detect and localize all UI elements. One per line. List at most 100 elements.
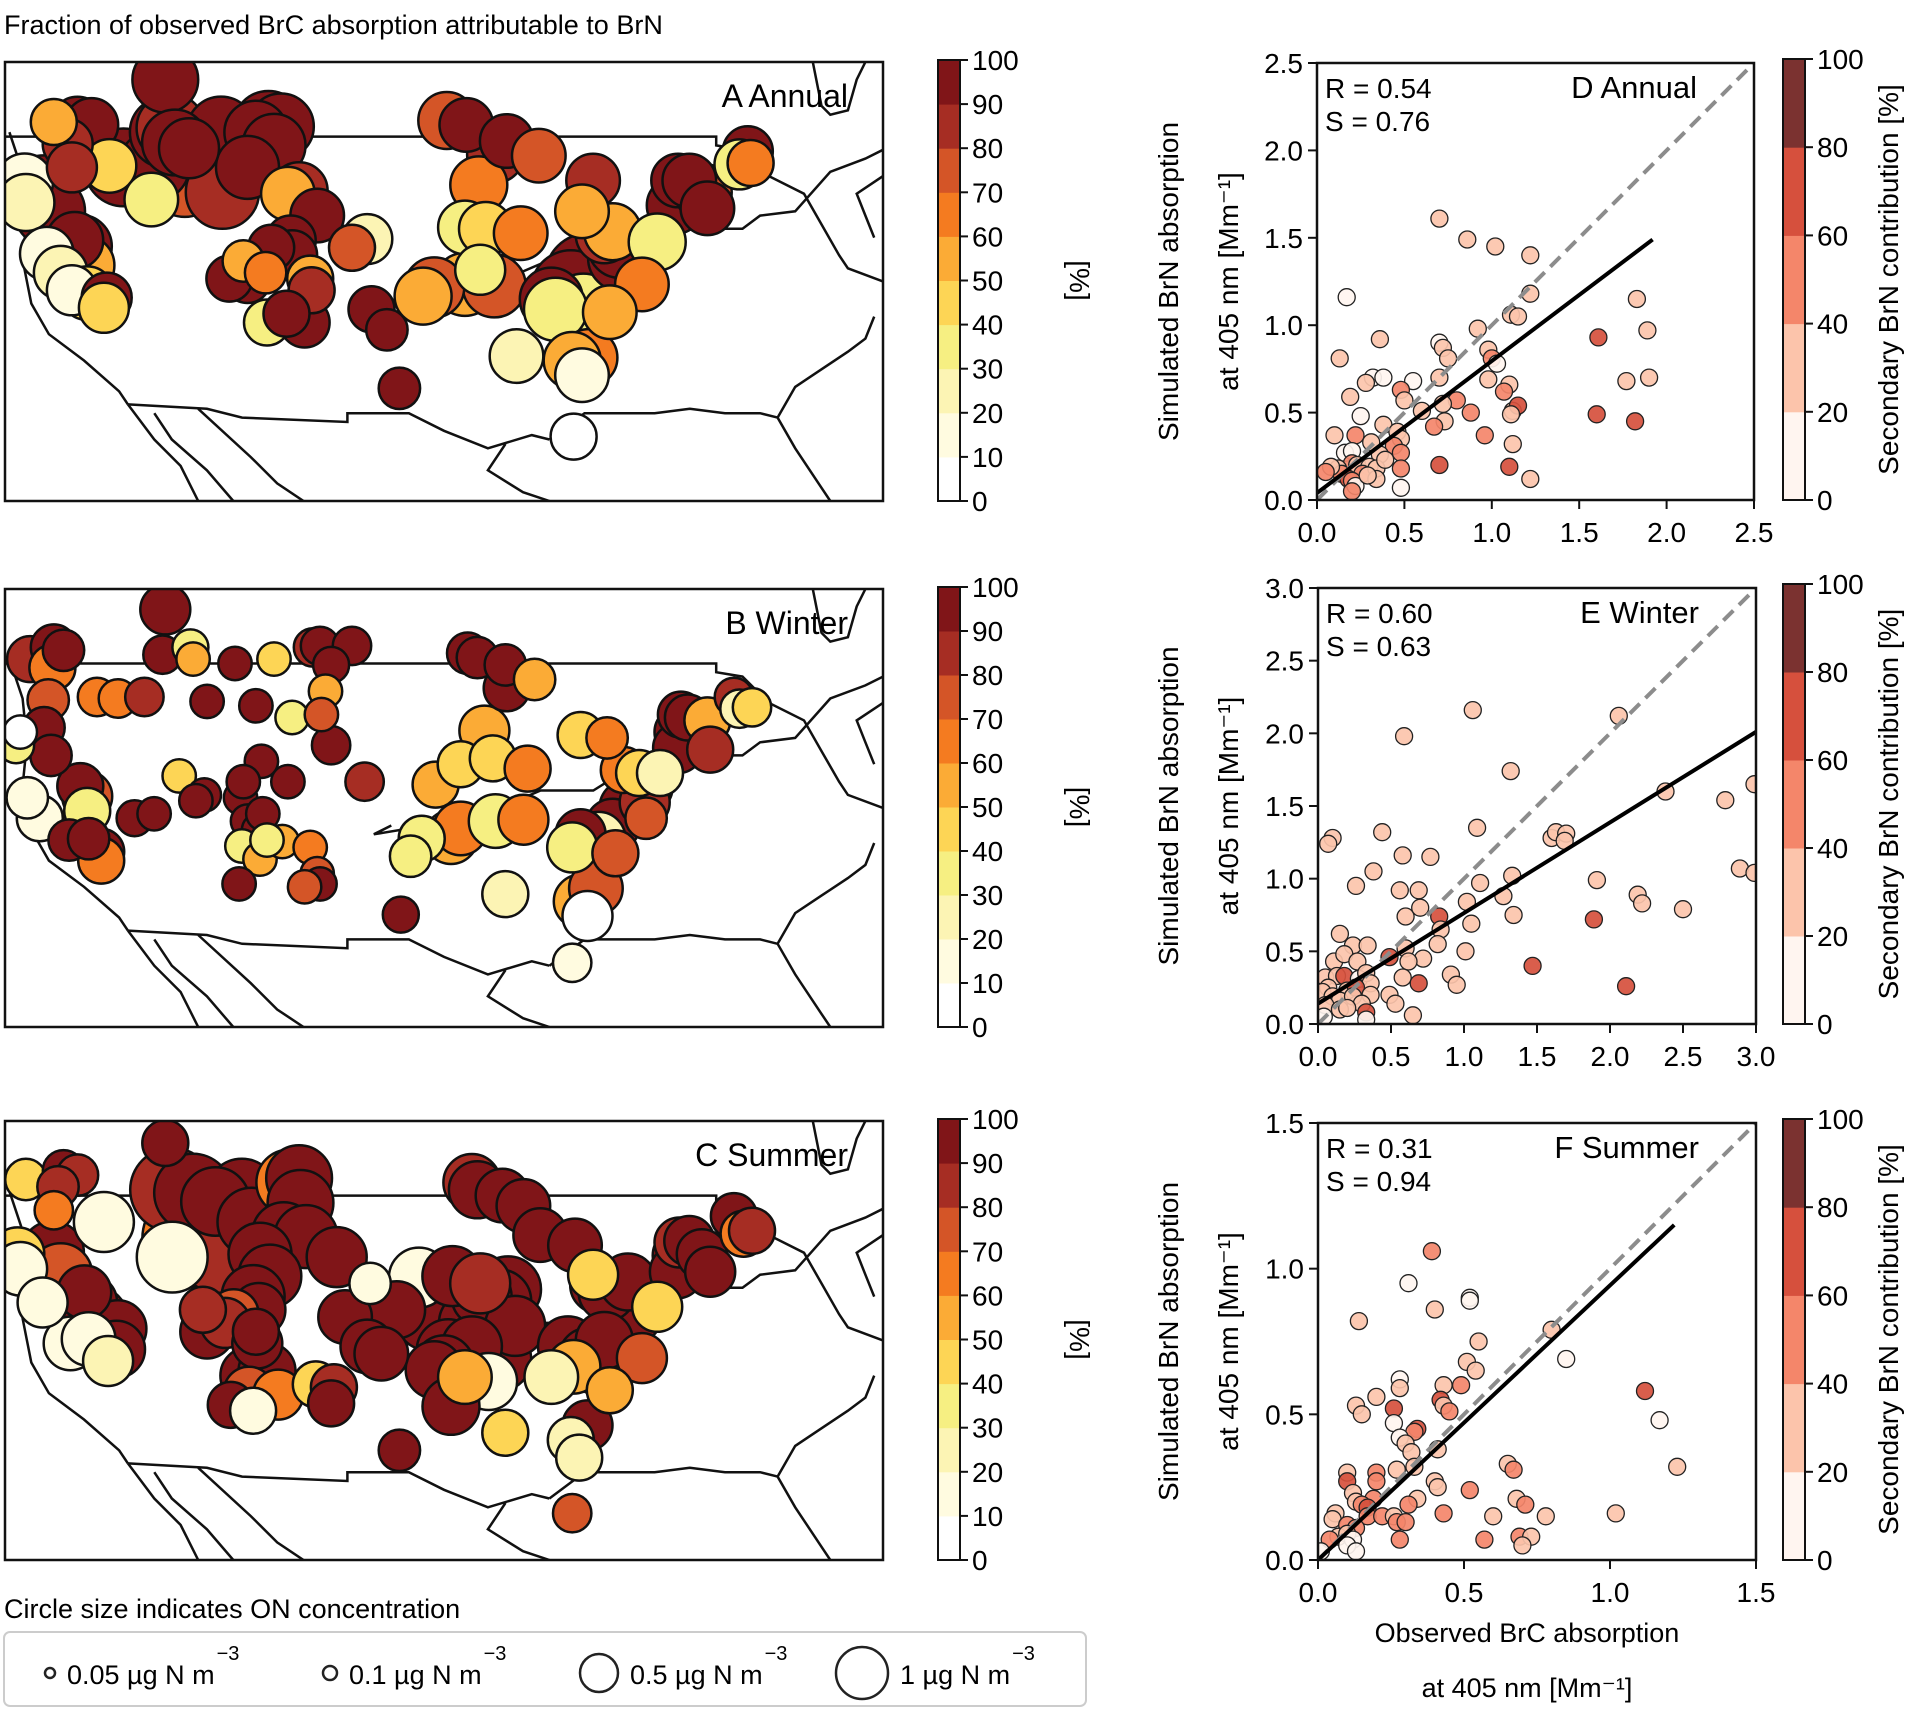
map-panel-a: A Annual xyxy=(3,60,885,503)
fraction-colorbar-a: 0 10 20 30 40 50 60 70 80 90 100 [%] xyxy=(937,45,1095,517)
colorbar-segment xyxy=(1783,323,1805,413)
data-point xyxy=(1584,910,1604,929)
colorbar-tick-label: 20 xyxy=(972,924,1003,955)
site-marker xyxy=(217,645,253,682)
site-marker xyxy=(630,1280,684,1334)
data-point xyxy=(1523,956,1542,976)
data-point xyxy=(1516,1495,1535,1514)
colorbar-label: [%] xyxy=(1064,787,1095,827)
site-marker xyxy=(178,1285,228,1335)
secondary-colorbar-f: 0 20 40 60 80 100 Secondary BrN contribution [… xyxy=(1782,1104,1904,1576)
colorbar-tick-label: 80 xyxy=(972,660,1003,691)
size-legend-label: 0.5 µg N m xyxy=(630,1660,763,1690)
data-point xyxy=(1469,1332,1488,1351)
data-point xyxy=(1447,975,1466,994)
site-marker xyxy=(554,1433,604,1482)
colorbar-segment xyxy=(938,60,960,105)
data-point xyxy=(1716,791,1735,810)
site-marker xyxy=(393,266,453,326)
data-point xyxy=(1638,321,1657,340)
data-point xyxy=(1351,406,1370,426)
data-point xyxy=(1422,1242,1442,1261)
colorbar-segment xyxy=(938,1339,960,1385)
y-tick-label: 0.5 xyxy=(1264,398,1303,429)
coastline-border xyxy=(486,969,550,1027)
coastline-border xyxy=(153,412,235,501)
site-markers xyxy=(5,62,775,461)
coastline-border xyxy=(5,662,883,810)
data-point xyxy=(1521,246,1540,265)
x-tick-label: 1.5 xyxy=(1560,517,1599,548)
site-marker xyxy=(72,1190,136,1254)
coastline-border xyxy=(153,1471,235,1560)
site-marker xyxy=(131,62,200,114)
coastline-border xyxy=(197,1466,305,1560)
site-marker xyxy=(306,1379,356,1428)
map-frame xyxy=(3,1119,885,1562)
data-point xyxy=(1357,1010,1376,1024)
site-marker xyxy=(5,775,50,820)
data-point xyxy=(1536,1507,1555,1526)
y-tick-label: 3.0 xyxy=(1265,573,1304,604)
site-marker xyxy=(551,942,593,984)
correlation-label: R = 0.60 xyxy=(1326,598,1433,629)
colorbar-tick-label: 90 xyxy=(972,89,1003,120)
colorbar-segment xyxy=(938,1251,960,1296)
colorbar-segment xyxy=(938,939,960,984)
colorbar-segment xyxy=(938,895,960,940)
data-point xyxy=(1393,968,1412,987)
site-marker xyxy=(481,869,530,919)
data-point xyxy=(1434,1504,1453,1523)
site-marker xyxy=(225,763,262,800)
data-point xyxy=(1370,330,1390,349)
site-marker xyxy=(161,757,198,794)
colorbar-segment xyxy=(1783,584,1805,673)
slope-label: S = 0.94 xyxy=(1326,1166,1431,1197)
data-point xyxy=(1376,450,1395,469)
colorbar-tick-label: 20 xyxy=(1817,397,1848,428)
y-tick-label: 0.0 xyxy=(1264,485,1303,516)
data-point xyxy=(1411,898,1430,917)
data-point xyxy=(1396,907,1415,926)
data-point xyxy=(1501,761,1520,781)
site-marker xyxy=(177,782,214,819)
size-legend-unit-exponent: −3 xyxy=(765,1643,788,1665)
colorbar-tick-label: 70 xyxy=(972,704,1003,735)
site-marker xyxy=(436,1349,493,1406)
coastline-border xyxy=(855,701,883,765)
colorbar-frame xyxy=(1782,583,1806,1025)
correlation-label: R = 0.31 xyxy=(1326,1133,1433,1164)
site-marker xyxy=(731,686,773,728)
coastline-border xyxy=(548,933,832,1027)
colorbar-segment xyxy=(938,1515,960,1561)
coastline-border xyxy=(548,1466,832,1560)
size-legend-marker xyxy=(578,1652,620,1694)
y-axis-label-line1: Simulated BrN absorption xyxy=(1153,1182,1184,1501)
data-point xyxy=(1745,775,1756,794)
data-point xyxy=(1403,1006,1423,1024)
colorbar-tick-label: 70 xyxy=(972,177,1003,208)
colorbar-segment xyxy=(938,851,960,896)
colorbar-tick-label: 40 xyxy=(972,310,1003,341)
site-marker xyxy=(512,657,557,702)
colorbar-tick-label: 80 xyxy=(972,1192,1003,1223)
colorbar-label: Secondary BrN contribution [%] xyxy=(1873,84,1904,475)
size-legend-box xyxy=(3,1631,1087,1707)
colorbar-tick-label: 80 xyxy=(972,133,1003,164)
colorbar-tick-label: 20 xyxy=(972,398,1003,429)
site-marker xyxy=(141,1121,190,1168)
data-point xyxy=(1430,209,1449,228)
site-marker xyxy=(553,347,611,404)
y-tick-label: 2.5 xyxy=(1265,646,1304,677)
site-marker xyxy=(256,641,292,678)
colorbar-segment xyxy=(1783,411,1805,501)
site-marker xyxy=(243,250,288,295)
data-point xyxy=(1673,900,1693,919)
coastline-border xyxy=(197,934,305,1027)
coastline-border xyxy=(855,1234,883,1298)
colorbar-tick-label: 0 xyxy=(972,1012,988,1043)
site-marker xyxy=(523,1349,580,1406)
coastline-border xyxy=(776,1375,876,1478)
data-point xyxy=(1625,412,1645,431)
scatter-panel-f: 0.0 0.5 1.0 1.5 0.0 0.5 1.0 1.5 R = 0.31S = 0.94… xyxy=(1153,1108,1775,1608)
